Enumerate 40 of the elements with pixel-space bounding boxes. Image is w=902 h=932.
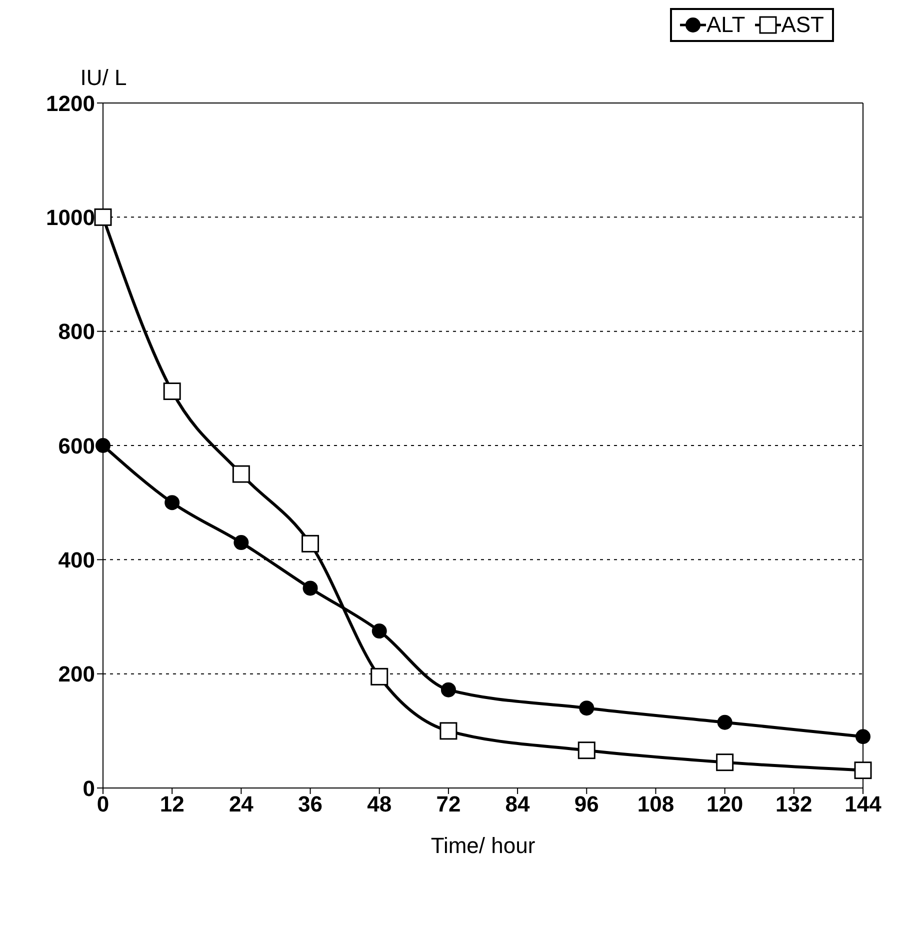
point [302,580,318,596]
legend-label: AST [781,12,824,38]
x-tick-label: 96 [574,792,599,817]
point [372,624,387,639]
x-tick-label: 12 [160,792,184,817]
point [716,754,734,772]
point [440,682,456,698]
point [579,700,594,716]
x-tick-label: 24 [228,792,254,817]
point [164,495,180,510]
y-tick-label: 0 [82,776,95,801]
point [854,762,872,780]
x-tick-label: 48 [367,792,392,817]
x-tick-label: 108 [637,792,674,817]
x-axis-title: Time/ hour [430,833,536,858]
x-tick-label: 72 [436,792,461,817]
point [578,742,596,760]
x-tick-label: 132 [776,792,812,817]
y-tick-label: 1200 [46,90,95,116]
point [234,535,249,550]
y-tick-label: 800 [58,319,95,344]
point [717,714,732,730]
point [163,382,181,400]
y-tick-label: 400 [58,547,95,572]
point [370,668,388,686]
y-axis-title: IU/ L [80,65,127,90]
y-tick-label: 200 [58,662,95,687]
point [440,722,458,740]
x-tick-label: 36 [298,792,323,817]
point [94,208,112,226]
x-tick-label: 120 [706,792,744,817]
y-tick-label: 1000 [46,204,95,230]
y-tick-label: 600 [58,433,95,458]
point [856,729,870,744]
legend-label: ALT [706,12,746,38]
point [96,438,110,453]
x-tick-label: 84 [505,792,531,817]
point [232,465,250,483]
x-tick-label: 144 [844,792,882,817]
point [302,534,320,552]
